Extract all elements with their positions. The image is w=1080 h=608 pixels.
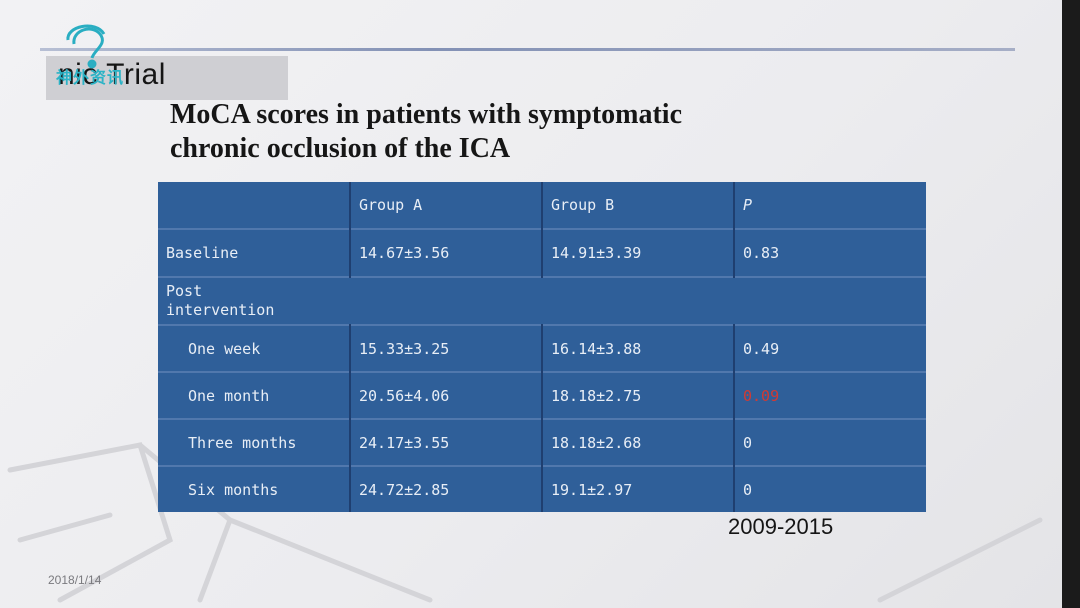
table-row-post-intervention: Post intervention: [158, 277, 926, 325]
table-row-six-months: Six months 24.72±2.85 19.1±2.97 0: [158, 466, 926, 512]
table-header-row: Group A Group B P: [158, 182, 926, 229]
date-range: 2009-2015: [728, 514, 834, 539]
header-p: P: [733, 182, 926, 229]
cell-p: 0.49: [733, 325, 926, 372]
header-cell-empty: [158, 182, 350, 229]
watermark-logo-text: 神外资讯: [56, 68, 125, 87]
moca-table: Group A Group B P Baseline 14.67±3.56 14…: [158, 182, 926, 512]
table-row-one-week: One week 15.33±3.25 16.14±3.88 0.49: [158, 325, 926, 372]
table-row-baseline: Baseline 14.67±3.56 14.91±3.39 0.83: [158, 229, 926, 277]
cell-group-b: 19.1±2.97: [541, 466, 734, 512]
row-label: One week: [188, 339, 261, 358]
cell-group-a: 24.72±2.85: [349, 466, 542, 512]
cell-group-a: 20.56±4.06: [349, 372, 542, 419]
cell-group-a: 15.33±3.25: [349, 325, 542, 372]
cell-group-b: 16.14±3.88: [541, 325, 734, 372]
row-label: One month: [188, 386, 270, 405]
top-rule: [40, 48, 1015, 51]
cell-group-a: 14.67±3.56: [349, 229, 542, 277]
table-row-one-month: One month 20.56±4.06 18.18±2.75 0.09: [158, 372, 926, 419]
slide-date: 2018/1/14: [48, 573, 102, 587]
cell-group-b: 18.18±2.68: [541, 419, 734, 466]
post-intervention-label: Post intervention: [166, 282, 275, 319]
cell-group-b: 14.91±3.39: [541, 229, 734, 277]
cell-group-a: 24.17±3.55: [349, 419, 542, 466]
section-header: nic Trial: [58, 58, 166, 91]
cell-group-b: 18.18±2.75: [541, 372, 734, 419]
table-row-three-months: Three months 24.17±3.55 18.18±2.68 0: [158, 419, 926, 466]
cell-p: 0: [733, 419, 926, 466]
title-line-2: chronic occlusion of the ICA: [170, 133, 511, 164]
header-group-a: Group A: [349, 182, 542, 229]
cell-p-significant: 0.09: [733, 372, 926, 419]
cell-p: 0: [733, 466, 926, 512]
row-label: Three months: [188, 433, 297, 452]
row-label: Baseline: [166, 244, 239, 262]
slide-title: MoCA scores in patients with symptomatic…: [170, 98, 930, 166]
header-box: [46, 56, 288, 100]
cell-p: 0.83: [733, 229, 926, 277]
title-line-1: MoCA scores in patients with symptomatic: [170, 99, 683, 130]
watermark-logo-icon: [66, 24, 106, 69]
row-label: Six months: [188, 480, 279, 499]
header-group-b: Group B: [541, 182, 734, 229]
